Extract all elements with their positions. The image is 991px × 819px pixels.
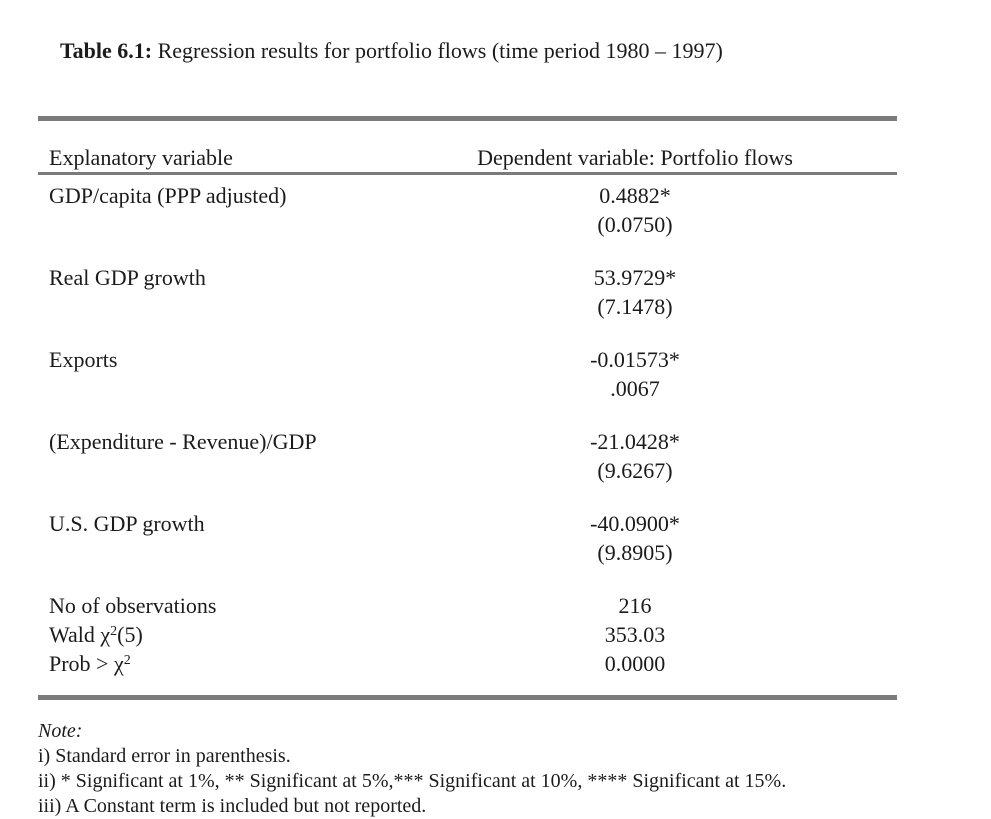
stat-row-observations: No of observations 216 [38, 591, 897, 620]
stat-value: 216 [618, 593, 652, 618]
coefficient-value: -21.0428* [590, 429, 680, 454]
coefficient-value: -40.0900* [590, 511, 680, 536]
note-item-constant-term: iii) A Constant term is included but not… [38, 795, 427, 817]
row-values: 53.9729* (7.1478) [373, 263, 897, 321]
table-bottom-rule [38, 695, 897, 700]
table-row-expenditure-revenue-gdp: (Expenditure - Revenue)/GDP -21.0428* (9… [38, 427, 897, 485]
stat-label: No of observations [38, 591, 373, 620]
standard-error-value: (0.0750) [597, 212, 673, 237]
table-top-rule [38, 116, 897, 121]
page: Table 6.1: Regression results for portfo… [38, 0, 897, 819]
table-row-us-gdp-growth: U.S. GDP growth -40.0900* (9.8905) [38, 509, 897, 567]
coefficient-value: 53.9729* [593, 265, 677, 290]
header-underline-rule [38, 172, 897, 175]
notes-section: Note: i) Standard error in parenthesis. … [38, 718, 897, 819]
standard-error-value: .0067 [610, 376, 660, 401]
table-header-row: Explanatory variable Dependent variable:… [38, 143, 897, 172]
stat-label: Wald χ2(5) [38, 620, 373, 649]
table-row-exports: Exports -0.01573* .0067 [38, 345, 897, 403]
standard-error-value: (9.8905) [597, 540, 673, 565]
table-row-real-gdp-growth: Real GDP growth 53.9729* (7.1478) [38, 263, 897, 321]
row-values: -40.0900* (9.8905) [373, 509, 897, 567]
coefficient-value: 0.4882* [599, 183, 671, 208]
table-row-gdp-capita: GDP/capita (PPP adjusted) 0.4882* (0.075… [38, 181, 897, 239]
row-label: Real GDP growth [49, 265, 206, 290]
stat-label-text: No of observations [49, 593, 217, 618]
note-item-significance-levels: ii) * Significant at 1%, ** Significant … [38, 770, 787, 792]
stat-label-text: Prob > χ [49, 651, 124, 676]
row-label: (Expenditure - Revenue)/GDP [49, 429, 317, 454]
stat-label-suffix: (5) [117, 622, 143, 647]
table-title: Table 6.1: Regression results for portfo… [38, 12, 897, 90]
row-label: U.S. GDP growth [49, 511, 205, 536]
coefficient-value: -0.01573* [590, 347, 680, 372]
stat-label-superscript: 2 [123, 653, 131, 668]
row-values: -0.01573* .0067 [373, 345, 897, 403]
table-title-text: Regression results for portfolio flows (… [152, 38, 723, 63]
row-values: -21.0428* (9.6267) [373, 427, 897, 485]
stat-row-wald-chi2: Wald χ2(5) 353.03 [38, 620, 897, 649]
summary-statistics: No of observations 216 Wald χ2(5) 353.03… [38, 591, 897, 678]
row-label: Exports [49, 347, 118, 372]
standard-error-value: (9.6267) [597, 458, 673, 483]
stat-label-text: Wald χ [49, 622, 111, 647]
column-header-explanatory-variable: Explanatory variable [49, 145, 233, 170]
row-label: GDP/capita (PPP adjusted) [49, 183, 287, 208]
stat-row-prob-chi2: Prob > χ2 0.0000 [38, 649, 897, 678]
note-item-standard-error: i) Standard error in parenthesis. [38, 745, 291, 767]
stat-label-superscript: 2 [110, 624, 118, 639]
stat-label: Prob > χ2 [38, 649, 373, 678]
table-body: GDP/capita (PPP adjusted) 0.4882* (0.075… [38, 181, 897, 678]
standard-error-value: (7.1478) [597, 294, 673, 319]
row-values: 0.4882* (0.0750) [373, 181, 897, 239]
stat-value: 353.03 [604, 622, 666, 647]
table-title-number: Table 6.1: [60, 38, 153, 63]
column-header-dependent-variable: Dependent variable: Portfolio flows [477, 145, 793, 170]
notes-heading: Note: [38, 720, 83, 742]
stat-value: 0.0000 [604, 651, 666, 676]
